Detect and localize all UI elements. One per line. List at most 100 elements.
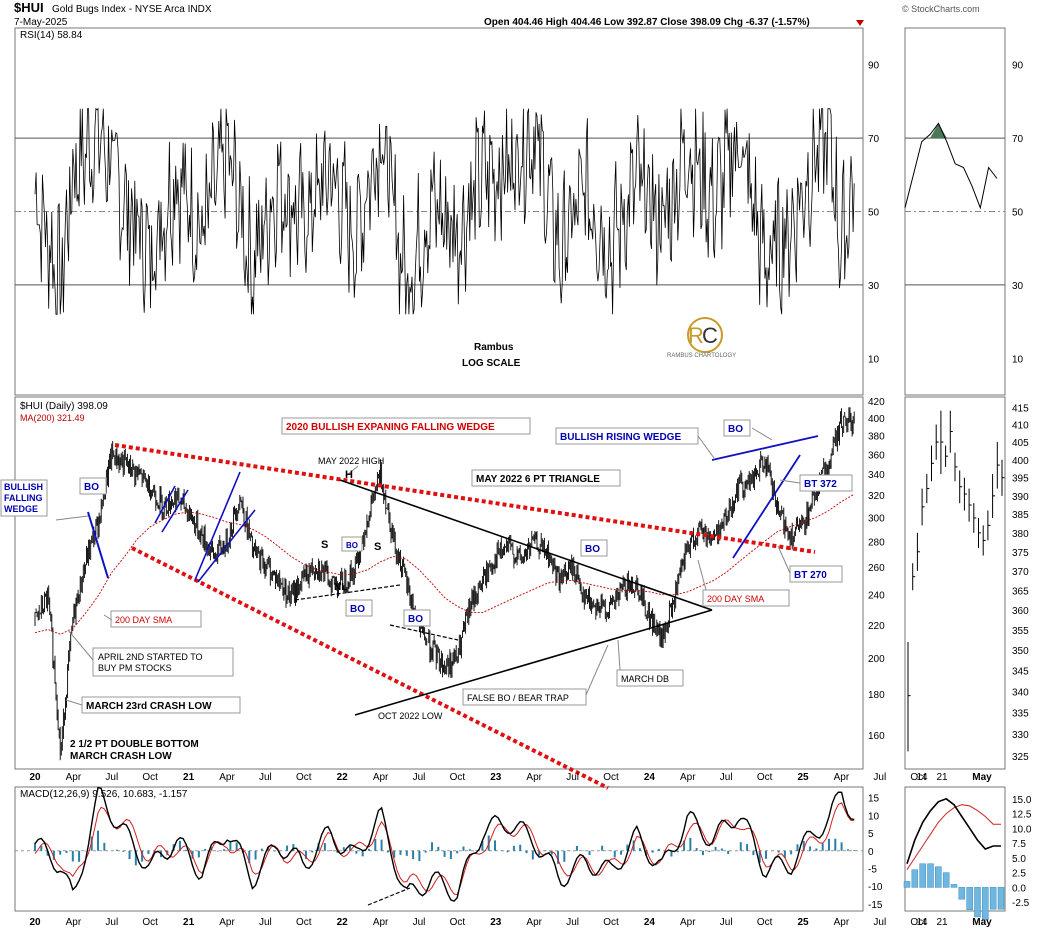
price-zoom-tick-label: 325 bbox=[1012, 752, 1029, 763]
macd-hist-bar bbox=[260, 848, 263, 851]
neckline-label: NL bbox=[334, 582, 347, 593]
macd-zoom-signal-line bbox=[906, 804, 1001, 870]
macd-hist-bar bbox=[525, 850, 528, 854]
macd-zoom-hist-bar bbox=[982, 887, 989, 921]
macd-date-tick-label: Oct bbox=[757, 917, 773, 928]
macd-hist-bar bbox=[59, 850, 62, 855]
macd-hist-bar bbox=[204, 848, 207, 851]
falling-wedge-line-1 bbox=[87, 511, 109, 579]
macd-hist-bar bbox=[475, 850, 478, 851]
macd-hist-bar bbox=[481, 840, 484, 851]
date-tick-label: Apr bbox=[526, 772, 542, 783]
date-tick-label: Oct bbox=[910, 772, 926, 783]
price-tick-label: 200 bbox=[868, 654, 885, 665]
macd-hist-bar bbox=[223, 849, 226, 851]
macd-zoom-tick-label: 7.5 bbox=[1012, 839, 1026, 850]
macd-zoom-tick-label: 12.5 bbox=[1012, 810, 1032, 821]
rsi-zoom-tick-label: 70 bbox=[1012, 134, 1024, 145]
macd-zoom-hist-bar bbox=[903, 881, 911, 888]
macd-hist-bar bbox=[273, 850, 276, 852]
falling-wedge-line-3 bbox=[161, 489, 189, 533]
bo-label-wedge: BO bbox=[84, 482, 99, 493]
rsi-tick-label: 30 bbox=[868, 281, 880, 292]
macd-hist-bar bbox=[443, 850, 446, 857]
macd-hist-bar bbox=[52, 850, 55, 860]
price-tick-label: 260 bbox=[868, 563, 885, 574]
rising-wedge-lower bbox=[732, 454, 801, 559]
macd-hist-bar bbox=[714, 846, 717, 851]
macd-date-tick-label: Jul bbox=[873, 917, 886, 928]
macd-date-tick-label: Jul bbox=[566, 917, 579, 928]
price-zoom-tick-label: 360 bbox=[1012, 606, 1029, 617]
price-tick-label: 300 bbox=[868, 513, 885, 524]
macd-hist-bar bbox=[701, 850, 704, 856]
macd-hist-bar bbox=[846, 849, 849, 851]
macd-hist-bar bbox=[550, 850, 553, 855]
bt-270-label-box bbox=[789, 565, 843, 583]
macd-panel-frame bbox=[14, 786, 864, 912]
triangle-label-box bbox=[471, 469, 621, 487]
date-tick-label: Oct bbox=[296, 772, 312, 783]
price-panel-frame bbox=[14, 396, 864, 770]
macd-hist-bar bbox=[512, 845, 515, 851]
macd-hist-bar bbox=[405, 850, 408, 856]
macd-hist-bar bbox=[827, 838, 830, 851]
macd-zoom-hist-bar bbox=[911, 869, 919, 888]
annotation-connector bbox=[777, 545, 791, 574]
macd-hist-bar bbox=[588, 850, 591, 856]
macd-date-tick-label: 20 bbox=[29, 917, 41, 928]
macd-date-tick-label: Oct bbox=[910, 917, 926, 928]
macd-hist-bar bbox=[355, 850, 358, 854]
macd-hist-bar bbox=[185, 849, 188, 851]
rambus-logo bbox=[687, 317, 723, 353]
date-tick-label: 20 bbox=[29, 772, 41, 783]
macd-signal-line bbox=[34, 802, 855, 896]
macd-hist-bar bbox=[153, 850, 156, 853]
falling-wedge-label: BULLISH FALLING WEDGE bbox=[4, 482, 43, 514]
macd-hist-bar bbox=[683, 840, 686, 851]
macd-hist-bar bbox=[802, 840, 805, 851]
march-23-label: MARCH 23rd CRASH LOW bbox=[86, 701, 212, 712]
price-tick-label: 220 bbox=[868, 621, 885, 632]
ohlc-readout: Open 404.46 High 404.46 Low 392.87 Close… bbox=[484, 17, 810, 28]
bo-label-2024: BO bbox=[585, 544, 600, 555]
macd-zoom-tick-label: 15.0 bbox=[1012, 795, 1032, 806]
price-tick-label: 320 bbox=[868, 491, 885, 502]
macd-indicator-label: MACD(12,26,9) 9.526, 10.683, -1.157 bbox=[20, 789, 188, 800]
price-zoom-tick-label: 375 bbox=[1012, 548, 1029, 559]
macd-hist-bar bbox=[147, 850, 150, 854]
macd-hist-bar bbox=[418, 850, 421, 862]
price-tick-label: 240 bbox=[868, 591, 885, 602]
macd-hist-bar bbox=[708, 850, 711, 853]
macd-zoom-frame bbox=[904, 786, 1006, 912]
date-tick-label: Oct bbox=[757, 772, 773, 783]
wedge-2020-label: 2020 BULLISH EXPANING FALLING WEDGE bbox=[286, 422, 495, 433]
price-zoom-tick-label: 365 bbox=[1012, 586, 1029, 597]
bt-270-label: BT 270 bbox=[794, 570, 827, 581]
price-zoom-tick-label: 330 bbox=[1012, 730, 1029, 741]
date-tick-label: 24 bbox=[644, 772, 656, 783]
macd-hist-bar bbox=[134, 850, 137, 866]
date-tick-label: 22 bbox=[337, 772, 349, 783]
macd-hist-bar bbox=[311, 850, 314, 853]
macd-hist-bar bbox=[815, 848, 818, 851]
rsi-tick-label: 70 bbox=[868, 134, 880, 145]
date-tick-label: Apr bbox=[373, 772, 389, 783]
bo-label-neckline-box bbox=[345, 599, 373, 617]
macd-hist-bar bbox=[304, 850, 307, 860]
macd-hist-bar bbox=[689, 837, 692, 851]
macd-date-tick-label: Apr bbox=[680, 917, 696, 928]
macd-hist-bar bbox=[783, 850, 786, 858]
macd-hist-bar bbox=[563, 850, 566, 862]
macd-date-tick-label: 25 bbox=[797, 917, 809, 928]
macd-hist-bar bbox=[821, 843, 824, 851]
macd-hist-bar bbox=[330, 850, 333, 851]
macd-hist-bar bbox=[575, 845, 578, 851]
price-tick-label: 280 bbox=[868, 537, 885, 548]
price-zoom-tick-label: 355 bbox=[1012, 626, 1029, 637]
rsi-tick-label: 90 bbox=[868, 61, 880, 72]
macd-hist-bar bbox=[657, 848, 660, 851]
macd-zoom-hist-bar bbox=[974, 887, 981, 918]
macd-hist-bar bbox=[374, 838, 377, 851]
macd-hist-bar bbox=[380, 839, 383, 851]
